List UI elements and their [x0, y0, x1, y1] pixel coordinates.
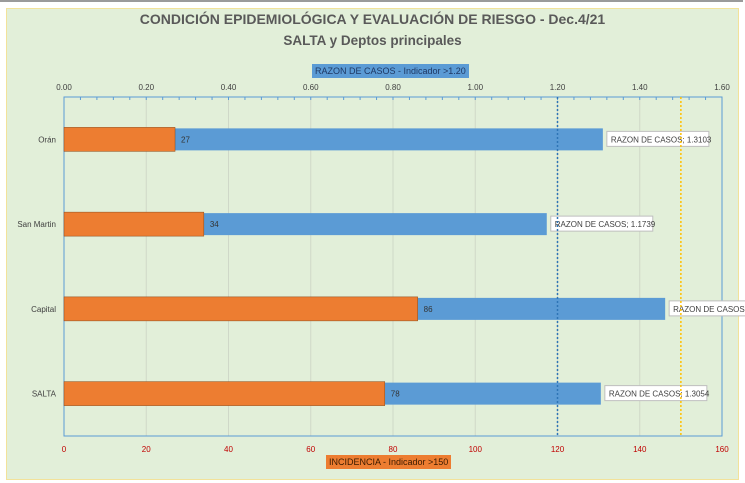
top-axis-title: RAZON DE CASOS - Indicador >1.20 — [312, 64, 469, 78]
top-tick-label: 0.20 — [138, 83, 154, 92]
razon-data-label: RAZON DE CASOS; 1.1739 — [555, 220, 656, 229]
incidencia-data-label: 86 — [424, 305, 433, 314]
bottom-tick-label: 0 — [62, 445, 67, 454]
bottom-tick-label: 140 — [633, 445, 647, 454]
razon-bar — [64, 128, 603, 151]
top-tick-label: 0.80 — [385, 83, 401, 92]
razon-label-box — [550, 215, 654, 232]
top-tick-label: 0.00 — [56, 83, 72, 92]
top-tick-label: 1.40 — [632, 83, 648, 92]
incidencia-data-label: 27 — [181, 135, 190, 144]
bottom-tick-label: 40 — [224, 445, 233, 454]
incidencia-bar — [63, 127, 176, 152]
category-label: San Martin — [17, 220, 56, 229]
razon-label-box — [668, 300, 745, 317]
bottom-tick-label: 160 — [715, 445, 729, 454]
category-label: Orán — [38, 135, 56, 144]
incidencia-bar — [63, 296, 418, 322]
bottom-axis-title: INCIDENCIA - Indicador >150 — [326, 455, 452, 469]
incidencia-data-label: 34 — [210, 220, 219, 229]
bottom-tick-label: 60 — [306, 445, 315, 454]
top-tick-label: 1.60 — [714, 83, 730, 92]
plot-border — [63, 96, 723, 437]
chart-subtitle: SALTA y Deptos principales — [283, 33, 462, 48]
chart-title: CONDICIÓN EPIDEMIOLÓGICA Y EVALUACIÓN DE… — [139, 11, 606, 27]
top-tick-label: 1.00 — [467, 83, 483, 92]
incidencia-bar — [63, 381, 386, 406]
razon-label-box — [606, 130, 710, 147]
category-label: Capital — [31, 305, 56, 314]
incidencia-data-label: 78 — [391, 390, 400, 399]
bottom-tick-label: 20 — [142, 445, 151, 454]
razon-data-label: RAZON DE CASOS; 1.4618 — [673, 305, 745, 314]
category-label: SALTA — [32, 390, 57, 399]
razon-data-label: RAZON DE CASOS; 1.3054 — [609, 390, 710, 399]
incidencia-bar — [63, 211, 205, 237]
top-tick-label: 1.20 — [550, 83, 566, 92]
top-tick-label: 0.40 — [221, 83, 237, 92]
bottom-tick-label: 80 — [389, 445, 398, 454]
razon-data-label: RAZON DE CASOS; 1.3103 — [611, 135, 712, 144]
bottom-tick-label: 100 — [469, 445, 483, 454]
top-tick-label: 0.60 — [303, 83, 319, 92]
bottom-tick-label: 120 — [551, 445, 565, 454]
